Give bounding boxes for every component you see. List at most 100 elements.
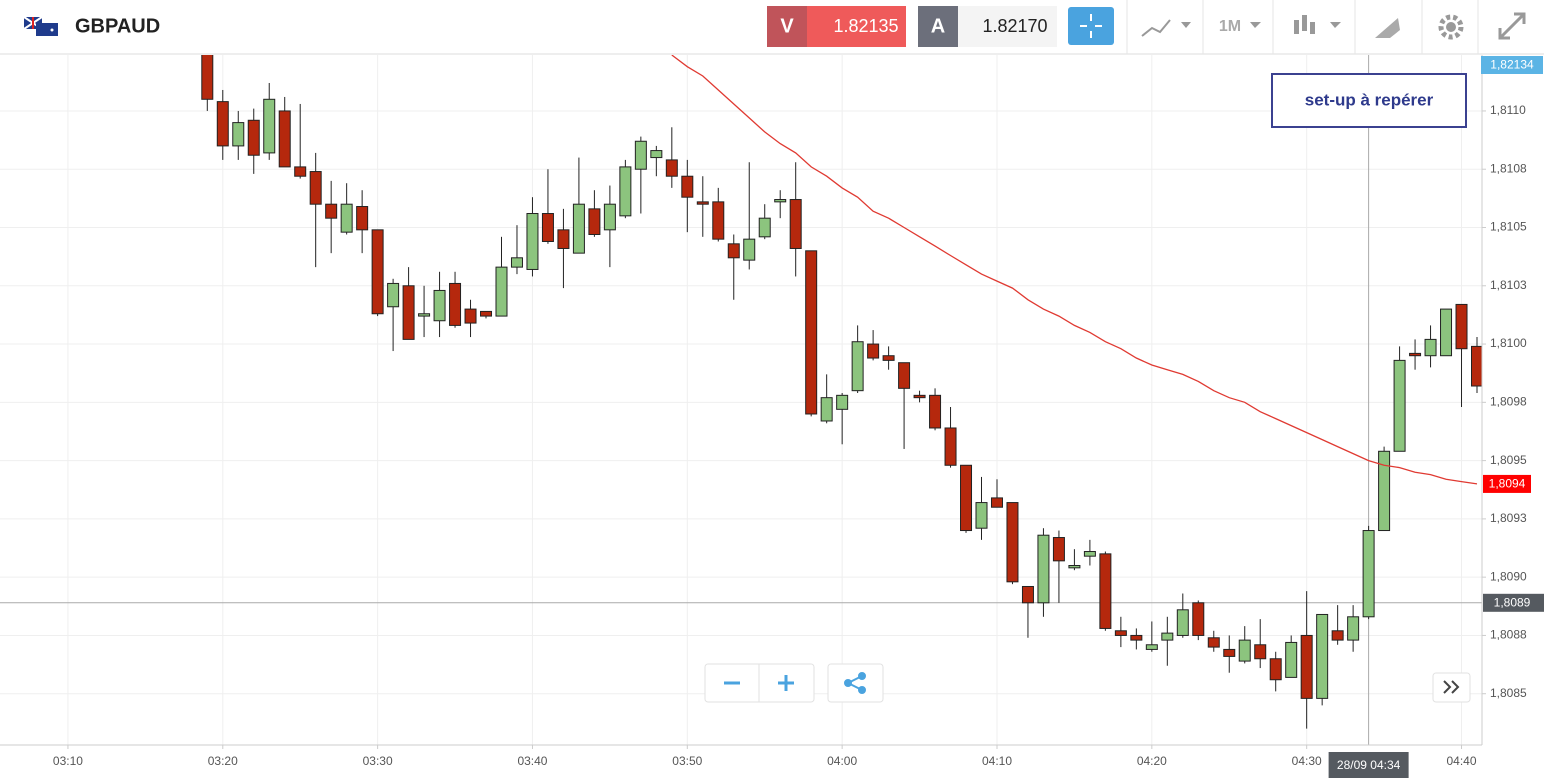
candle-body [944, 427, 957, 466]
candle-body [1347, 616, 1360, 641]
candle-body [1362, 530, 1375, 618]
sell-price: 1.82135 [833, 16, 898, 36]
candle-body [1440, 308, 1453, 357]
zoom-in[interactable] [778, 675, 794, 691]
candle-body [216, 101, 229, 147]
candle-body [929, 394, 942, 429]
candle-body [1037, 534, 1050, 604]
candle-body [727, 243, 740, 259]
candle-body [665, 159, 678, 177]
x-tick-label: 04:30 [1292, 754, 1322, 768]
candle-body [712, 201, 725, 240]
candle-body [1207, 637, 1220, 648]
sell-box[interactable] [807, 6, 906, 47]
fullscreen-button[interactable] [1498, 12, 1526, 40]
candle-body [1393, 359, 1406, 452]
buy-tag[interactable] [918, 6, 958, 47]
settings-button[interactable] [1438, 14, 1464, 40]
candle-body [557, 229, 570, 249]
x-tick-label: 03:10 [53, 754, 83, 768]
crosshair-y-tag [1483, 593, 1544, 612]
crosshair-x-tag [1328, 752, 1409, 778]
timeframe[interactable]: 1M [1219, 18, 1241, 35]
candle-body [774, 199, 787, 203]
candle-body [1300, 634, 1313, 699]
annotation: set-up à repérer [1305, 90, 1434, 109]
candle-body [913, 394, 926, 399]
candle-body [1285, 641, 1298, 678]
candle-body [495, 266, 508, 317]
scroll-end-button[interactable] [1432, 672, 1471, 703]
x-tick-label: 03:40 [517, 754, 547, 768]
candle-body [634, 140, 647, 170]
candle-body [325, 203, 338, 219]
sell-tag[interactable] [767, 6, 807, 47]
candle-body [1192, 602, 1205, 636]
candle-body [232, 122, 245, 147]
draw-button[interactable] [1375, 18, 1400, 38]
indicator-button[interactable] [1141, 19, 1191, 37]
candle-body [433, 289, 446, 322]
flag-icon [23, 16, 58, 36]
crosshair-x-label: 28/09 04:34 [1337, 758, 1401, 772]
chart-type-button[interactable] [1294, 15, 1341, 34]
timeframe-caret [1250, 22, 1261, 28]
y-tick-label: 1,8093 [1490, 511, 1527, 525]
y-tick-label: 1,8108 [1490, 161, 1527, 175]
candle-body [263, 98, 276, 154]
candle-body [340, 203, 353, 233]
candle-body [1099, 553, 1112, 629]
candle-body [1455, 303, 1468, 350]
x-tick-label: 04:20 [1137, 754, 1167, 768]
plot-area [0, 55, 1482, 745]
y-tick-label: 1,8100 [1490, 336, 1527, 350]
crosshair-icon [1080, 14, 1102, 38]
y-tick-label: 1,8085 [1490, 686, 1527, 700]
candle-body [603, 203, 616, 231]
candle-body [1409, 352, 1422, 357]
candle-body [1006, 502, 1019, 583]
y-tick-label: 1,8105 [1490, 220, 1527, 234]
settings-core [1446, 22, 1456, 32]
share-button[interactable] [827, 663, 884, 703]
candle-body [1161, 632, 1174, 641]
candle-body [696, 201, 709, 205]
candle-body [418, 313, 431, 317]
candle-body [1269, 658, 1282, 681]
top-price-tag [1481, 56, 1543, 74]
candle-body [836, 394, 849, 410]
candle-body [294, 166, 307, 177]
buy-box[interactable] [958, 6, 1057, 47]
candle-body [975, 502, 988, 529]
candle-body [480, 310, 493, 317]
candle-body [851, 341, 864, 392]
symbol: GBPAUD [75, 15, 160, 37]
x-tick-label: 03:30 [363, 754, 393, 768]
candle-body [356, 206, 369, 231]
candle-body [789, 199, 802, 249]
header: GBPAUD V 1.82135 A 1.82170 1M [0, 0, 1544, 55]
candle-body [309, 171, 322, 205]
y-tick-label: 1,8098 [1490, 395, 1527, 409]
crosshair-y-label: 1,8089 [1494, 595, 1531, 609]
candle-body [1238, 639, 1251, 662]
annotation-box [1271, 73, 1467, 128]
candle-body [758, 217, 771, 238]
candle-body [743, 238, 756, 261]
x-tick-label: 03:50 [672, 754, 702, 768]
scroll-end-icon [1443, 680, 1460, 694]
candle-body [1068, 565, 1081, 569]
candle-body [1130, 634, 1143, 641]
crosshair-button[interactable] [1068, 7, 1114, 45]
candle-body [247, 119, 260, 156]
candle-body [541, 213, 554, 242]
candle-body [1021, 585, 1034, 604]
candle-body [990, 497, 1003, 508]
candle-body [650, 150, 663, 159]
candle-body [1471, 345, 1482, 387]
candle-body [1316, 613, 1329, 699]
x-tick-label: 04:40 [1447, 754, 1477, 768]
candle-body [1114, 630, 1127, 636]
